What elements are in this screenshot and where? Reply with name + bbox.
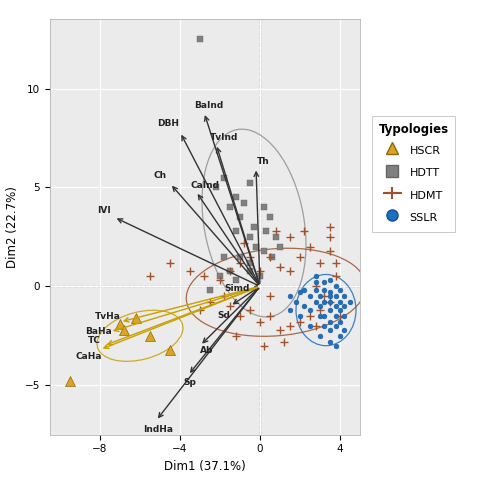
Y-axis label: Dim2 (22.7%): Dim2 (22.7%) [6,186,20,268]
Text: CaHa: CaHa [76,352,102,361]
Text: Simd: Simd [224,284,250,293]
Text: TC: TC [88,336,101,345]
Text: TvInd: TvInd [210,133,238,142]
X-axis label: Dim1 (37.1%): Dim1 (37.1%) [164,460,246,473]
Text: BaInd: BaInd [194,101,224,110]
Text: Ab: Ab [200,346,213,355]
Text: IndHa: IndHa [143,425,173,434]
Text: BaHa: BaHa [84,327,112,336]
Text: Sp: Sp [184,378,196,387]
Text: DBH: DBH [157,119,179,128]
Text: Sd: Sd [218,311,230,320]
Text: Ch: Ch [154,171,166,180]
Text: TvHa: TvHa [95,312,121,321]
Text: Th: Th [256,157,270,166]
Text: IVI: IVI [97,206,111,215]
Text: CaInd: CaInd [190,181,220,190]
Legend: HSCR, HDTT, HDMT, SSLR: HSCR, HDTT, HDMT, SSLR [372,116,455,232]
